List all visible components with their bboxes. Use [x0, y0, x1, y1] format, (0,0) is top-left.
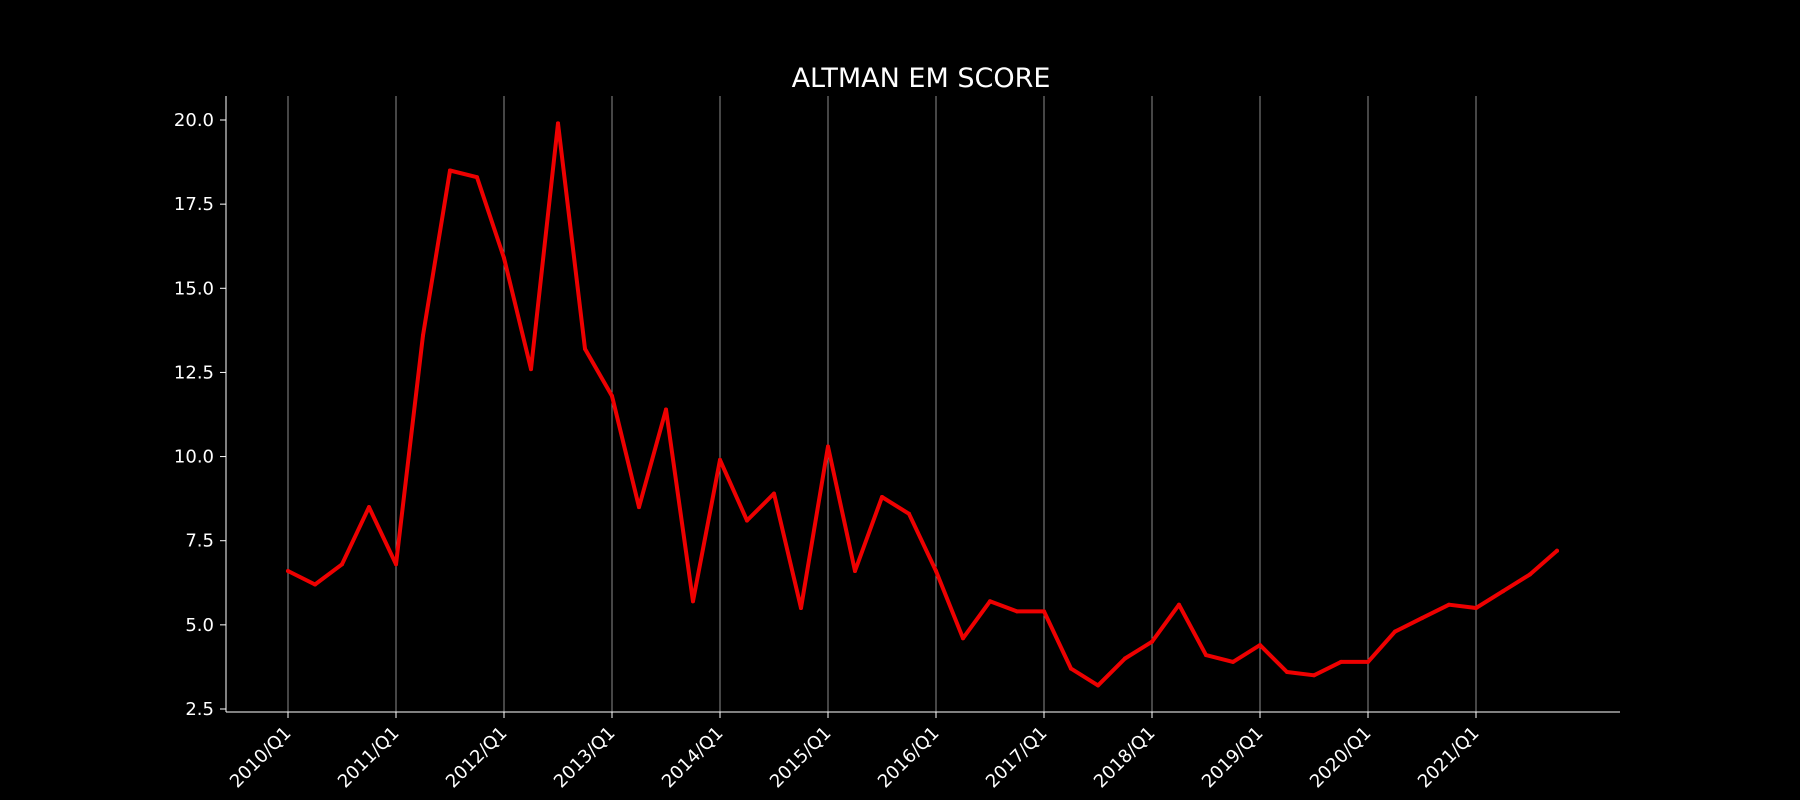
- x-tick-label: 2019/Q1: [1198, 723, 1268, 793]
- data-point: [1042, 609, 1046, 614]
- data-point: [394, 562, 398, 567]
- data-point: [691, 599, 695, 604]
- data-point: [637, 505, 641, 510]
- data-point: [961, 636, 965, 641]
- y-tick-label: 17.5: [174, 194, 214, 215]
- data-point: [826, 444, 830, 449]
- data-point: [1393, 629, 1397, 634]
- x-tick-label: 2021/Q1: [1414, 723, 1484, 793]
- axes: [225, 96, 1620, 713]
- gridlines: [287, 96, 1477, 712]
- data-point: [475, 175, 479, 180]
- data-point: [1204, 653, 1208, 658]
- x-ticks: 2010/Q1 2011/Q1 2012/Q1 2013/Q1 2014/Q1 2015/…: [226, 712, 1484, 792]
- data-point: [907, 511, 911, 516]
- data-point: [1231, 659, 1235, 664]
- data-point: [1501, 589, 1505, 594]
- data-point: [1339, 659, 1343, 664]
- data-point: [1285, 670, 1289, 674]
- data-point: [529, 367, 533, 372]
- y-tick-label: 20.0: [174, 110, 214, 131]
- data-point: [1474, 606, 1478, 610]
- data-point: [988, 599, 992, 604]
- data-point: [610, 394, 614, 398]
- data-point: [502, 256, 506, 260]
- data-point: [1528, 572, 1532, 577]
- y-tick-label: 2.5: [185, 699, 214, 720]
- data-point: [313, 582, 317, 587]
- y-tick-label: 5.0: [185, 615, 214, 636]
- data-point: [1015, 609, 1019, 614]
- x-tick-label: 2011/Q1: [334, 723, 404, 793]
- data-point: [1447, 602, 1451, 607]
- data-point: [799, 606, 803, 610]
- data-point: [664, 407, 668, 412]
- data-point: [1069, 666, 1073, 671]
- y-tick-label: 15.0: [174, 278, 214, 299]
- data-point: [448, 168, 452, 173]
- data-point: [1123, 656, 1127, 661]
- data-point: [745, 518, 749, 523]
- x-tick-label: 2020/Q1: [1306, 723, 1376, 793]
- x-tick-label: 2017/Q1: [982, 723, 1052, 793]
- data-point: [583, 346, 587, 351]
- y-tick-label: 12.5: [174, 362, 214, 383]
- y-ticks: 2.5 5.0 7.5 10.0 12.5 15.0 17.5 20.0: [174, 110, 226, 720]
- data-point: [880, 495, 884, 499]
- data-point: [853, 569, 857, 573]
- data-point: [718, 457, 722, 462]
- x-tick-label: 2010/Q1: [226, 723, 296, 793]
- data-point: [367, 505, 371, 510]
- data-point: [772, 491, 776, 496]
- data-point: [1096, 683, 1100, 688]
- x-tick-label: 2012/Q1: [442, 723, 512, 793]
- data-point: [556, 121, 560, 126]
- data-point: [286, 569, 290, 573]
- y-tick-label: 7.5: [185, 531, 214, 552]
- data-point: [1150, 639, 1154, 644]
- data-point: [1555, 548, 1559, 553]
- data-point: [1420, 616, 1424, 621]
- data-point: [1258, 643, 1262, 648]
- x-tick-label: 2016/Q1: [874, 723, 944, 793]
- x-tick-label: 2015/Q1: [766, 723, 836, 793]
- data-point: [340, 562, 344, 567]
- y-tick-label: 10.0: [174, 447, 214, 468]
- data-point: [934, 569, 938, 573]
- x-tick-label: 2014/Q1: [658, 723, 728, 793]
- data-point: [421, 333, 425, 338]
- series-group: [286, 121, 1559, 688]
- x-tick-label: 2018/Q1: [1090, 723, 1160, 793]
- data-point: [1177, 602, 1181, 607]
- series-line: [286, 121, 1559, 688]
- data-point: [1366, 659, 1370, 664]
- data-point: [1312, 673, 1316, 678]
- x-tick-label: 2013/Q1: [550, 723, 620, 793]
- chart-title: ALTMAN EM SCORE: [792, 63, 1051, 94]
